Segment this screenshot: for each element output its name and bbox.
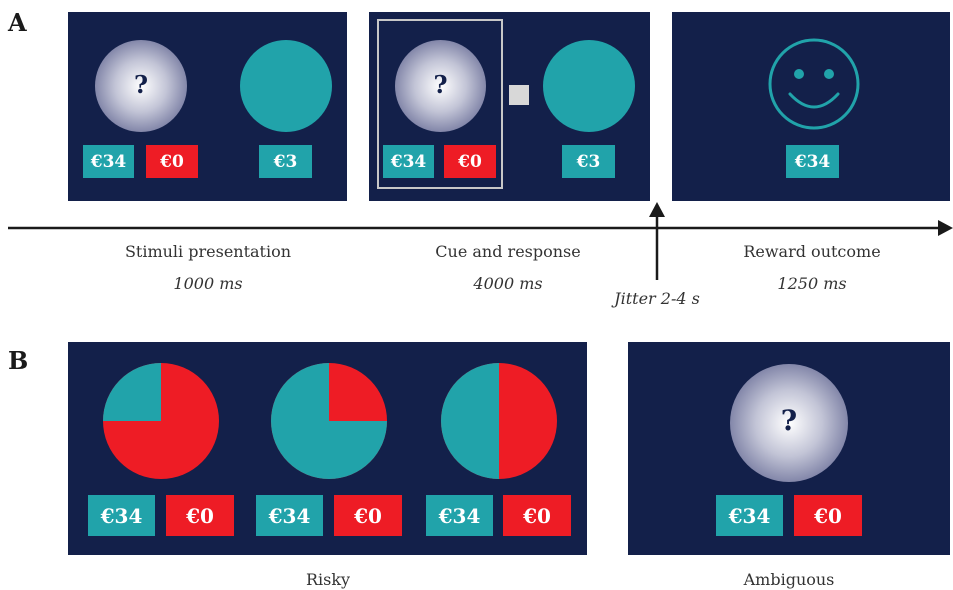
ambiguous-lottery-circle: ? — [730, 364, 848, 482]
fixation-square — [509, 85, 529, 105]
timeline-arrow — [8, 202, 953, 280]
win-amount-box: €34 — [83, 145, 134, 178]
phase-name-stimuli: Stimuli presentation — [124, 242, 292, 261]
outcome-amount-box: €34 — [786, 145, 839, 178]
phase-duration-reward: 1250 ms — [777, 274, 847, 293]
sure-amount-box: €3 — [562, 145, 615, 178]
lose-amount-box: €0 — [794, 495, 862, 536]
win-amount-box: €34 — [256, 495, 323, 536]
lose-amount-box: €0 — [146, 145, 198, 178]
risky-pie-1 — [103, 363, 219, 479]
win-probability-slice — [271, 363, 387, 479]
win-probability-slice — [103, 363, 161, 421]
lose-amount-box: €0 — [166, 495, 234, 536]
risky-caption: Risky — [305, 570, 351, 589]
risky-pie-2 — [271, 363, 387, 479]
jitter-label: Jitter 2-4 s — [614, 289, 700, 308]
win-probability-slice — [441, 363, 499, 479]
sure-option-circle — [543, 40, 635, 132]
phase-duration-cue: 4000 ms — [473, 274, 543, 293]
ambiguous-lottery-circle: ? — [95, 40, 187, 132]
risky-options-screen: €34 €0 €34 €0 €34 €0 — [68, 342, 587, 555]
win-amount-box: €34 — [716, 495, 783, 536]
question-mark: ? — [133, 70, 149, 99]
panel-a-label: A — [8, 8, 27, 37]
risky-pie-3 — [441, 363, 557, 479]
lose-amount-box: €0 — [334, 495, 402, 536]
smiley-face-icon — [768, 38, 860, 130]
ambiguous-option-screen: ? €34 €0 — [628, 342, 950, 555]
lose-amount-box: €0 — [503, 495, 571, 536]
win-amount-box: €34 — [383, 145, 434, 178]
ambiguous-lottery-circle: ? — [395, 40, 486, 132]
phase-name-reward: Reward outcome — [743, 242, 881, 261]
win-amount-box: €34 — [88, 495, 155, 536]
sure-option-circle — [240, 40, 332, 132]
cue-response-screen: ? €34 €0 €3 — [369, 12, 650, 201]
phase-name-cue: Cue and response — [435, 242, 581, 261]
win-amount-box: €34 — [426, 495, 493, 536]
lose-amount-box: €0 — [444, 145, 496, 178]
selection-frame — [377, 19, 503, 189]
sure-amount-box: €3 — [259, 145, 312, 178]
question-mark: ? — [780, 404, 798, 437]
panel-b-label: B — [8, 346, 29, 375]
stimuli-presentation-screen: ? €34 €0 €3 — [68, 12, 347, 201]
ambiguous-caption: Ambiguous — [743, 570, 835, 589]
question-mark: ? — [433, 70, 448, 99]
reward-outcome-screen: €34 — [672, 12, 950, 201]
phase-duration-stimuli: 1000 ms — [173, 274, 243, 293]
